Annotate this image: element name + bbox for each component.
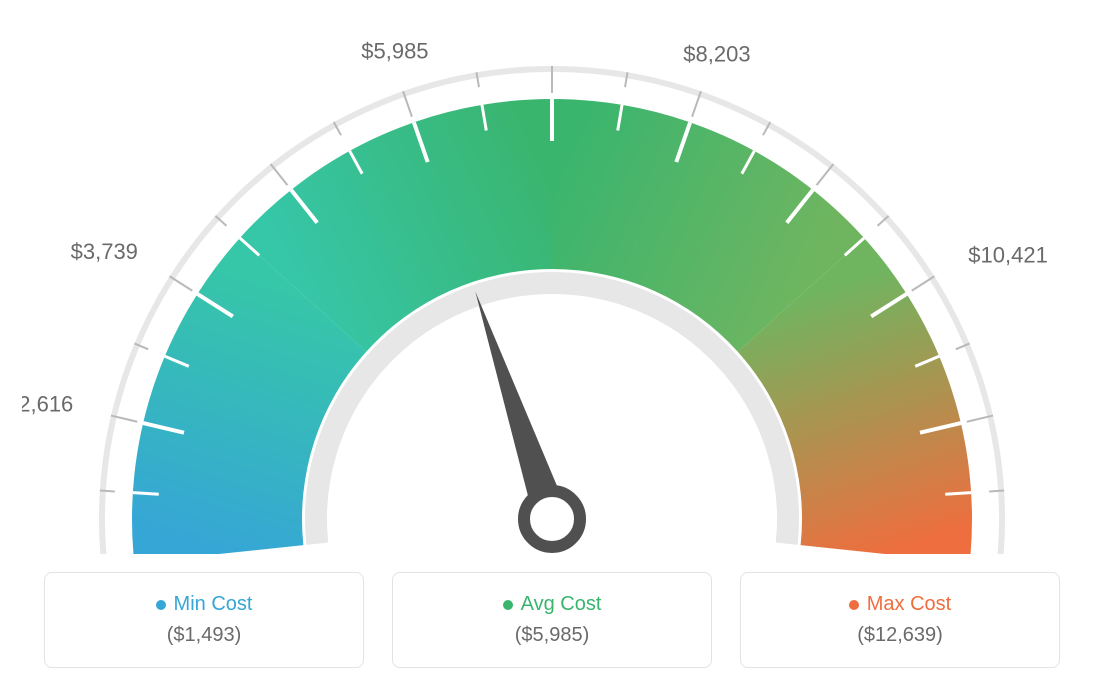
gauge-outer-tick — [100, 491, 115, 492]
legend-label-max: Max Cost — [867, 593, 951, 616]
gauge-outer-tick — [912, 276, 935, 290]
gauge-tick-label: $5,985 — [361, 39, 428, 64]
legend-value-min: ($1,493) — [167, 624, 242, 647]
gauge-outer-tick — [817, 164, 834, 185]
legend-card-top: Min Cost — [156, 593, 253, 616]
gauge-outer-tick — [989, 491, 1004, 492]
gauge-tick-label: $10,421 — [968, 243, 1048, 268]
gauge-tick — [945, 493, 971, 495]
legend-dot-min — [156, 600, 166, 610]
gauge-needle-hub — [524, 491, 580, 547]
legend-card-avg: Avg Cost ($5,985) — [392, 572, 712, 668]
legend-card-top: Avg Cost — [503, 593, 602, 616]
legend-row: Min Cost ($1,493) Avg Cost ($5,985) Max … — [44, 572, 1060, 668]
legend-dot-max — [849, 600, 859, 610]
gauge-outer-tick — [170, 276, 193, 290]
gauge-outer-tick — [271, 164, 288, 185]
gauge-tick — [133, 493, 159, 495]
gauge-tick-label: $3,739 — [71, 239, 138, 264]
legend-value-max: ($12,639) — [857, 624, 943, 647]
gauge-tick-label: $2,616 — [22, 391, 73, 416]
legend-label-avg: Avg Cost — [521, 593, 602, 616]
gauge-tick-label: $8,203 — [683, 41, 750, 66]
legend-dot-avg — [503, 600, 513, 610]
legend-card-max: Max Cost ($12,639) — [740, 572, 1060, 668]
legend-card-top: Max Cost — [849, 593, 951, 616]
gauge-chart: $1,493$2,616$3,739$5,985$8,203$10,421$12… — [22, 14, 1082, 554]
gauge-svg: $1,493$2,616$3,739$5,985$8,203$10,421$12… — [22, 14, 1082, 554]
legend-label-min: Min Cost — [174, 593, 253, 616]
legend-card-min: Min Cost ($1,493) — [44, 572, 364, 668]
legend-value-avg: ($5,985) — [515, 624, 590, 647]
